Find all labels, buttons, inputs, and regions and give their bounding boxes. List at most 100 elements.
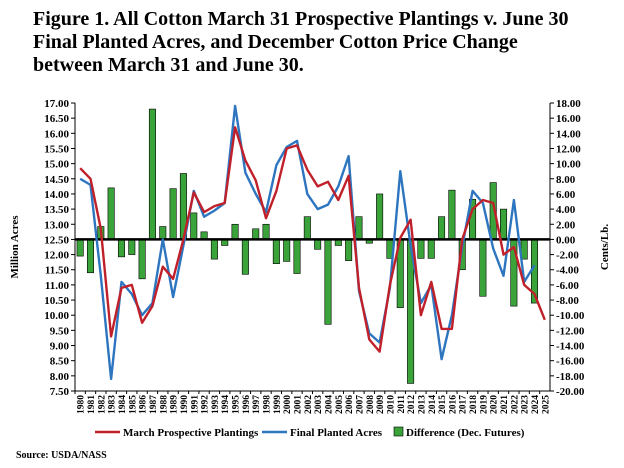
x-tick-label: 1980 <box>77 395 87 414</box>
x-tick-label: 1996 <box>242 395 252 414</box>
right-tick-label: 4.00 <box>556 204 576 216</box>
axes <box>74 103 551 392</box>
difference-bar-2003 <box>314 239 322 250</box>
left-tick-label: 8.00 <box>50 371 70 383</box>
difference-bar-2014 <box>427 239 435 259</box>
figure-title: Figure 1. All Cotton March 31 Prospectiv… <box>33 8 618 77</box>
x-tick-label: 1988 <box>159 395 169 414</box>
difference-bar-2004 <box>324 239 332 325</box>
x-tick-label: 2021 <box>500 395 510 414</box>
x-tick-label: 2003 <box>314 395 324 414</box>
x-tick-label: 2018 <box>469 395 479 414</box>
left-tick-label: 16.50 <box>44 113 69 125</box>
x-axis-ticks: 1980 1981 1982 1983 1984 1985 1986 1987 1988 1989… <box>74 391 551 414</box>
x-tick-label: 2023 <box>521 395 531 414</box>
legend-label-difference: Difference (Dec. Futures) <box>406 427 525 439</box>
left-tick-label: 12.50 <box>44 234 69 246</box>
x-tick-label: 2024 <box>531 395 541 414</box>
final-planted-line <box>79 104 536 381</box>
left-axis-ticks: 7.50 8.00 8.50 9.00 9.50 10.00 10.50 11.00 11.50… <box>44 98 75 398</box>
left-tick-label: 12.00 <box>44 250 69 262</box>
difference-bar-2006 <box>345 239 353 261</box>
difference-bar-1996 <box>241 239 249 275</box>
right-tick-label: 8.00 <box>556 174 576 186</box>
difference-bar-1981 <box>86 239 94 274</box>
x-tick-label: 1985 <box>128 395 138 414</box>
right-tick-label: 10.00 <box>556 159 581 171</box>
x-tick-label: 2013 <box>417 395 427 414</box>
right-tick-label: -4.00 <box>556 265 579 277</box>
x-tick-label: 1997 <box>252 395 262 414</box>
difference-bar-2009 <box>376 193 384 240</box>
difference-bars <box>76 108 539 384</box>
legend-label-final: Final Planted Acres <box>290 427 383 439</box>
x-tick-label: 1986 <box>139 395 149 414</box>
right-tick-label: -10.00 <box>556 310 585 322</box>
difference-bar-1985 <box>128 239 136 255</box>
x-tick-label: 1981 <box>87 395 97 414</box>
difference-bar-1999 <box>272 239 280 264</box>
x-tick-label: 2025 <box>541 395 551 414</box>
difference-bar-2002 <box>303 216 311 240</box>
right-tick-label: -16.00 <box>556 356 585 368</box>
legend-swatch-difference <box>393 426 404 437</box>
difference-bar-2013 <box>417 239 425 259</box>
right-tick-label: -12.00 <box>556 325 585 337</box>
right-tick-label: 14.00 <box>556 128 581 140</box>
x-tick-label: 1989 <box>170 395 180 414</box>
right-tick-label: 12.00 <box>556 143 581 155</box>
x-tick-label: 2007 <box>355 395 365 414</box>
source-note: Source: USDA/NASS <box>16 450 107 461</box>
left-tick-label: 16.00 <box>44 128 69 140</box>
x-tick-label: 1982 <box>97 395 107 414</box>
series-lines <box>79 104 546 381</box>
title-line-1: Figure 1. All Cotton March 31 Prospectiv… <box>33 8 569 30</box>
x-tick-label: 2022 <box>510 395 520 414</box>
left-tick-label: 15.50 <box>44 143 69 155</box>
left-axis-title: Million Acres <box>9 215 21 279</box>
x-tick-label: 1984 <box>118 395 128 414</box>
right-tick-label: -20.00 <box>556 386 585 398</box>
x-tick-label: 2015 <box>438 395 448 414</box>
right-tick-label: 2.00 <box>556 219 576 231</box>
left-tick-label: 10.50 <box>44 295 69 307</box>
right-axis-title: Cents/Lb. <box>599 224 611 270</box>
x-tick-label: 1995 <box>232 395 242 414</box>
left-tick-label: 9.50 <box>50 325 70 337</box>
left-tick-label: 11.00 <box>45 280 70 292</box>
difference-bar-1987 <box>148 108 156 240</box>
difference-bar-1995 <box>231 223 239 240</box>
left-tick-label: 7.50 <box>50 386 70 398</box>
x-tick-label: 2005 <box>335 395 345 414</box>
right-tick-label: 6.00 <box>556 189 576 201</box>
difference-bar-1988 <box>159 226 167 240</box>
difference-bar-1993 <box>210 239 218 260</box>
left-tick-label: 15.00 <box>44 159 69 171</box>
x-tick-label: 2001 <box>294 395 304 414</box>
left-tick-label: 10.00 <box>44 310 69 322</box>
left-tick-label: 11.50 <box>45 265 70 277</box>
x-tick-label: 2004 <box>324 395 334 414</box>
difference-bar-1997 <box>252 228 260 240</box>
title-line-2: Final Planted Acres, and December Cotton… <box>33 31 518 53</box>
title-line-3: between March 31 and June 30. <box>33 54 304 76</box>
left-tick-label: 14.00 <box>44 189 69 201</box>
x-tick-label: 2016 <box>448 395 458 414</box>
x-tick-label: 2010 <box>386 395 396 414</box>
difference-bar-2019 <box>479 239 487 297</box>
x-tick-label: 2012 <box>407 395 417 414</box>
x-tick-label: 1983 <box>108 395 118 414</box>
x-tick-label: 2002 <box>304 395 314 414</box>
difference-bar-1991 <box>190 212 198 240</box>
x-tick-label: 2017 <box>459 395 469 414</box>
right-tick-label: 16.00 <box>556 113 581 125</box>
x-tick-label: 2000 <box>283 395 293 414</box>
legend-label-prospective: March Prospective Plantings <box>123 427 259 439</box>
x-tick-label: 2019 <box>479 395 489 414</box>
difference-bar-2007 <box>355 216 363 240</box>
x-tick-label: 1999 <box>273 395 283 414</box>
right-tick-label: -6.00 <box>556 280 579 292</box>
x-tick-label: 1993 <box>211 395 221 414</box>
